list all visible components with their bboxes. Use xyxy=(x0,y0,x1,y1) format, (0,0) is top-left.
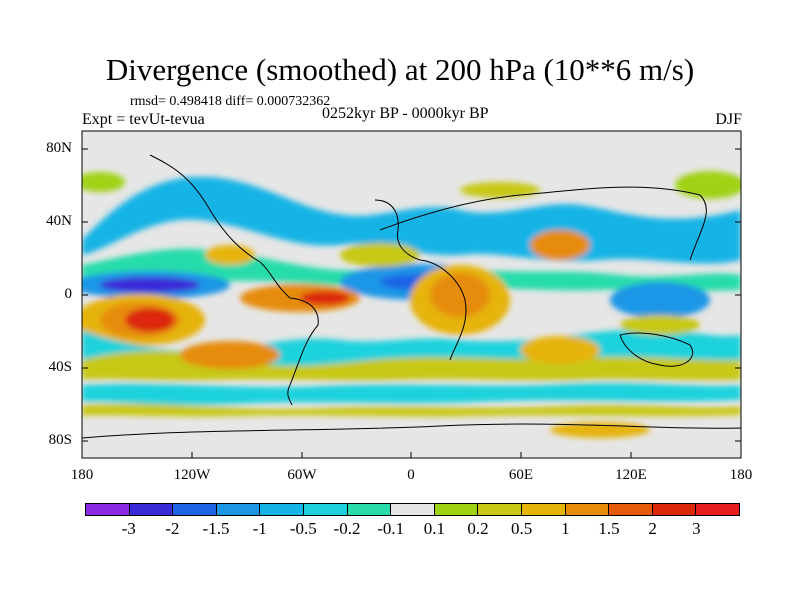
colorbar-label: 2 xyxy=(648,519,657,538)
colorbar-swatch xyxy=(696,504,739,515)
colorbar-swatch xyxy=(173,504,217,515)
lon-label: 60W xyxy=(287,467,317,483)
colorbar-label: 0.5 xyxy=(511,519,533,538)
colorbar-swatch xyxy=(347,504,392,515)
colorbar-swatch xyxy=(86,504,130,515)
period-label: 0252kyr BP - 0000kyr BP xyxy=(322,105,489,122)
lat-label: 40S xyxy=(48,359,72,375)
colorbar-swatch xyxy=(129,504,174,515)
colorbar-label: 0.2 xyxy=(467,519,489,538)
colorbar-label: -3 xyxy=(121,519,136,538)
contour-fill xyxy=(82,171,741,438)
colorbar-swatch xyxy=(652,504,697,515)
colorbar-label: 3 xyxy=(692,519,701,538)
lon-label: 0 xyxy=(407,467,415,483)
lat-label: 40N xyxy=(46,213,72,229)
colorbar xyxy=(85,503,740,516)
lon-label: 60E xyxy=(508,467,534,483)
lat-label: 80S xyxy=(48,432,72,448)
colorbar-swatch xyxy=(260,504,304,515)
colorbar-label: -1.5 xyxy=(202,519,230,538)
map-title: Divergence (smoothed) at 200 hPa (10**6 … xyxy=(105,52,695,87)
stats-text: rmsd= 0.498418 diff= 0.000732362 xyxy=(130,94,331,109)
colorbar-swatch xyxy=(434,504,479,515)
colorbar-label: 0.1 xyxy=(423,519,445,538)
colorbar-label: -0.1 xyxy=(377,519,405,538)
colorbar-swatch xyxy=(565,504,610,515)
colorbar-label: -1 xyxy=(252,519,267,538)
lon-label: 120E xyxy=(615,467,647,483)
lon-label: 180 xyxy=(729,467,753,483)
colorbar-swatch xyxy=(609,504,653,515)
lat-label: 0 xyxy=(64,286,73,302)
experiment-label: Expt = tevUt-tevua xyxy=(82,111,205,128)
season-label: DJF xyxy=(715,111,742,128)
colorbar-label: 1 xyxy=(561,519,570,538)
colorbar-swatch xyxy=(303,504,348,515)
colorbar-label: -0.2 xyxy=(333,519,361,538)
axis-ticks xyxy=(82,148,741,458)
coastlines xyxy=(82,154,741,439)
colorbar-swatch xyxy=(521,504,566,515)
lon-label: 180 xyxy=(70,467,94,483)
colorbar-label: 1.5 xyxy=(598,519,620,538)
lon-label: 120W xyxy=(173,467,211,483)
colorbar-label: -0.5 xyxy=(289,519,317,538)
colorbar-swatch xyxy=(478,504,522,515)
lat-label: 80N xyxy=(46,140,72,156)
colorbar-label: -2 xyxy=(165,519,180,538)
colorbar-swatch xyxy=(216,504,261,515)
colorbar-swatch xyxy=(391,504,435,515)
